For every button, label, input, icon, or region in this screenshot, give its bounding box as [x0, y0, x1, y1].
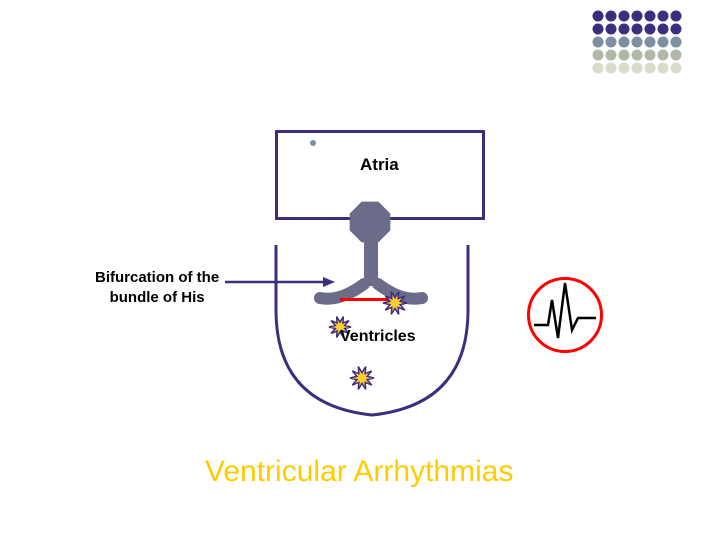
slide-title: Ventricular Arrhythmias [205, 455, 513, 489]
bifurcation-line2: bundle of His [110, 289, 205, 306]
ecg-circle-icon [527, 277, 603, 353]
ecg-wave-icon [527, 277, 607, 357]
bifurcation-label: Bifurcation of the bundle of His [95, 268, 219, 307]
atria-label: Atria [360, 155, 399, 175]
block-line [340, 298, 402, 301]
small-dot-icon [310, 140, 316, 146]
bifurcation-line1: Bifurcation of the [95, 269, 219, 286]
ventricles-label: Ventricles [340, 328, 416, 346]
corner-decoration [590, 8, 710, 88]
av-node-octagon [340, 192, 400, 252]
